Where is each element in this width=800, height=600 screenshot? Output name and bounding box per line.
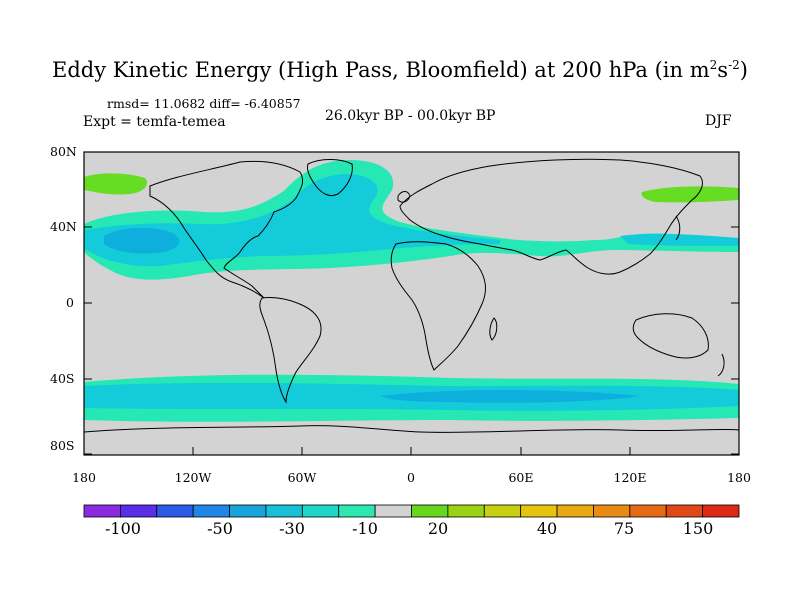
lon-label-60e: 60E <box>508 470 534 485</box>
colorbar-label: -30 <box>279 519 305 538</box>
lon-label-120e: 120E <box>613 470 647 485</box>
positive-anomaly-east <box>641 186 739 203</box>
colorbar-box <box>447 504 485 518</box>
colorbar-box <box>229 504 267 518</box>
australia-outline <box>632 313 709 359</box>
season-label: DJF <box>705 113 732 129</box>
colorbar-box <box>338 504 376 518</box>
lat-label-40n: 40N <box>50 219 77 234</box>
lon-label-180w: 180 <box>72 470 96 485</box>
lon-label-0: 0 <box>407 470 415 485</box>
colorbar-label: -100 <box>105 519 141 538</box>
anomaly-field <box>84 158 739 433</box>
colorbar-label: 150 <box>682 519 714 538</box>
lon-tick-marks <box>83 447 740 455</box>
south-america-outline <box>259 297 322 404</box>
experiment-label: Expt = temfa-temea <box>83 114 226 130</box>
africa-outline <box>390 241 486 371</box>
eurasia-outline <box>399 158 703 275</box>
lat-label-40s: 40S <box>50 371 75 386</box>
coastlines <box>84 158 739 433</box>
period-label: 26.0kyr BP - 00.0kyr BP <box>325 108 496 124</box>
colorbar-box <box>119 504 158 518</box>
lat-label-80s: 80S <box>50 438 75 453</box>
new-zealand-outline <box>717 353 725 377</box>
colorbar-box <box>411 504 449 518</box>
greenland-outline <box>307 159 353 197</box>
colorbar-label: 40 <box>536 519 558 538</box>
colorbar-box <box>374 504 412 518</box>
colorbar-box <box>556 504 594 518</box>
nh-storm-track-peak <box>104 227 180 254</box>
madagascar-outline <box>489 317 498 341</box>
stats-text: rmsd= 11.0682 diff= -6.40857 <box>107 96 301 111</box>
lon-label-120w: 120W <box>174 470 212 485</box>
colorbar-box <box>156 504 194 518</box>
sh-storm-track-peak <box>380 390 640 403</box>
colorbar-box <box>629 504 667 518</box>
nh-storm-track-core-east <box>620 233 739 246</box>
colorbar-box <box>301 504 340 518</box>
colorbar-box <box>83 504 121 518</box>
colorbar-label: -10 <box>352 519 378 538</box>
colorbar-box <box>593 504 631 518</box>
lon-label-60w: 60W <box>287 470 317 485</box>
colorbar-box <box>483 504 522 518</box>
colorbar-box <box>265 504 303 518</box>
colorbar-label: -50 <box>207 519 233 538</box>
colorbar-label: 75 <box>613 519 635 538</box>
lat-tick-marks <box>84 151 739 455</box>
lat-label-0: 0 <box>66 295 74 310</box>
positive-anomaly-west <box>84 173 148 195</box>
colorbar-box <box>520 504 558 518</box>
japan-outline <box>675 215 681 241</box>
colorbar <box>83 504 740 518</box>
nh-storm-track-core <box>84 174 500 267</box>
colorbar-label: 20 <box>427 519 449 538</box>
lon-label-180e: 180 <box>727 470 751 485</box>
antarctica-outline <box>84 425 739 433</box>
colorbar-box <box>665 504 704 518</box>
lat-label-80n: 80N <box>50 144 77 159</box>
colorbar-box <box>702 504 740 518</box>
colorbar-box <box>192 504 230 518</box>
uk-outline <box>397 191 411 203</box>
north-america-outline <box>149 160 303 299</box>
chart-title: Eddy Kinetic Energy (High Pass, Bloomfie… <box>52 58 748 82</box>
